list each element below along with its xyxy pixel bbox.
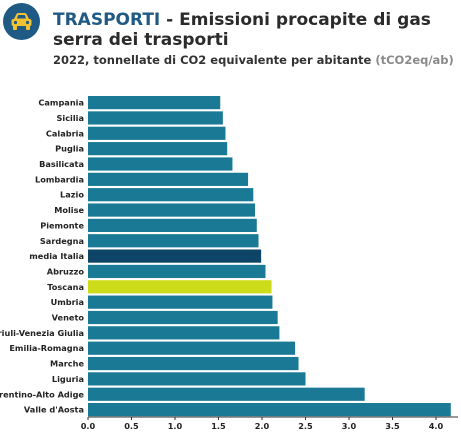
- category-label-liguria: Liguria: [52, 374, 84, 384]
- category-label-lazio: Lazio: [60, 190, 84, 200]
- category-label-trentino-alto-adige: Trentino-Alto Adige: [0, 389, 84, 399]
- category-label-veneto: Veneto: [52, 313, 85, 323]
- category-label-media-italia: media Italia: [29, 251, 84, 261]
- bar-veneto: [88, 310, 278, 325]
- bar-toscana: [88, 280, 272, 294]
- category-label-abruzzo: Abruzzo: [47, 266, 85, 276]
- chart-unit: (tCO2eq/ab): [375, 53, 454, 67]
- x-tick-label: 0.0: [81, 421, 96, 431]
- bar-puglia: [88, 142, 228, 156]
- category-label-piemonte: Piemonte: [40, 220, 84, 230]
- category-label-valle-d-aosta: Valle d'Aosta: [24, 405, 84, 415]
- bar-piemonte: [88, 218, 257, 232]
- bar-marche: [88, 356, 299, 371]
- chart-header: TRASPORTI - Emissioni procapite di gas s…: [0, 0, 461, 80]
- chart-title: TRASPORTI - Emissioni procapite di gas s…: [53, 10, 458, 50]
- x-tick-label: 0.5: [124, 421, 139, 431]
- x-tick-label: 2.0: [255, 421, 270, 431]
- bar-valle-d-aosta: [88, 403, 451, 417]
- bar-sardegna: [88, 234, 259, 248]
- chart-subtitle: 2022, tonnellate di CO2 equivalente per …: [53, 53, 454, 67]
- category-label-sardegna: Sardegna: [40, 236, 84, 246]
- chart-category: TRASPORTI: [53, 10, 161, 30]
- bar-friuli-venezia-giulia: [88, 326, 280, 340]
- x-tick-label: 4.0: [429, 421, 444, 431]
- bar-liguria: [88, 372, 306, 386]
- bar-lazio: [88, 188, 254, 202]
- category-label-sicilia: Sicilia: [56, 113, 84, 123]
- bar-campania: [88, 96, 221, 110]
- category-label-basilicata: Basilicata: [39, 159, 84, 169]
- chart-subtitle-text: 2022, tonnellate di CO2 equivalente per …: [53, 53, 372, 67]
- category-label-friuli-venezia-giulia: Friuli-Venezia Giulia: [0, 328, 84, 338]
- bar-umbria: [88, 295, 273, 309]
- category-label-emilia-romagna: Emilia-Romagna: [9, 343, 84, 353]
- bar-media-italia: [88, 249, 262, 263]
- category-label-lombardia: Lombardia: [35, 174, 84, 184]
- bar-sicilia: [88, 111, 223, 125]
- bar-basilicata: [88, 157, 233, 171]
- category-label-puglia: Puglia: [55, 144, 84, 154]
- bar-calabria: [88, 126, 226, 140]
- x-tick-label: 3.5: [385, 421, 400, 431]
- x-tick-label: 1.5: [211, 421, 226, 431]
- x-tick-label: 1.0: [168, 421, 183, 431]
- category-label-molise: Molise: [54, 205, 84, 215]
- chart-title-text: Emissioni procapite di gas serra dei tra…: [53, 10, 431, 50]
- category-label-campania: Campania: [38, 98, 84, 108]
- bar-abruzzo: [88, 264, 266, 279]
- bar-molise: [88, 203, 256, 217]
- bar-trentino-alto-adige: [88, 387, 365, 401]
- bar-emilia-romagna: [88, 341, 296, 355]
- category-label-toscana: Toscana: [47, 282, 84, 292]
- car-icon: [11, 13, 32, 30]
- title-separator: -: [160, 10, 180, 30]
- category-label-marche: Marche: [50, 359, 84, 369]
- bar-lombardia: [88, 172, 249, 186]
- category-label-umbria: Umbria: [51, 297, 84, 307]
- category-label-calabria: Calabria: [46, 128, 84, 138]
- x-tick-label: 3.0: [342, 421, 357, 431]
- x-tick-label: 2.5: [298, 421, 313, 431]
- transport-logo: [3, 3, 40, 40]
